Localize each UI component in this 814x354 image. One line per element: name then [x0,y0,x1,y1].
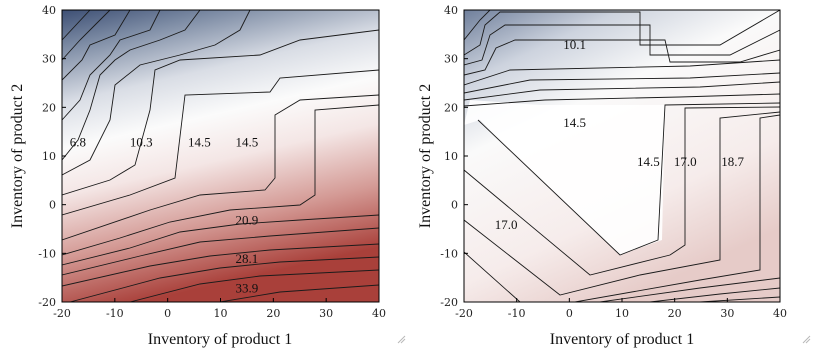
left-isoline-13 [62,243,379,287]
left-contour-labels: 6.8 10.3 14.5 14.5 20.9 28.1 33.9 [70,134,259,295]
left-y-tick-label: 30 [42,53,56,66]
right-isoline-14 [649,287,780,302]
right-isoline-1 [464,10,491,41]
right-y-tick-label: -20 [440,296,458,309]
right-isoline-9 [477,102,780,256]
left-isoline-7 [62,29,379,196]
left-contour-label: 14.5 [188,134,211,149]
left-resize-grip[interactable] [397,335,406,344]
left-isoline-15 [129,269,379,302]
left-isoline-11 [62,214,379,266]
left-ticks: -20 -10 0 10 20 30 40 -20 -10 0 10 20 30 40 [38,4,386,320]
right-isoline-13 [599,277,780,302]
left-isoline-2 [62,10,111,61]
right-isoline-11 [464,111,780,296]
left-y-tick-label: 40 [42,4,56,17]
right-plot: 10.1 14.5 14.5 17.0 18.7 17.0 -20 -10 0 10 20 30 40… [417,4,787,348]
left-contour-label: 6.8 [70,134,86,149]
left-y-tick-label: 0 [49,199,56,212]
left-isoline-3 [62,10,131,81]
left-y-axis-label: Inventory of product 2 [9,84,26,228]
left-contour-label: 33.9 [236,280,259,295]
right-y-axis-label: Inventory of product 2 [417,84,434,228]
left-x-tick-label: 20 [266,307,280,320]
right-y-tick-label: 20 [444,101,458,114]
right-isoline-10 [464,106,780,276]
right-x-tick-label: -10 [508,307,526,320]
left-contour-lines [62,10,379,302]
right-x-tick-label: 40 [773,307,787,320]
left-y-tick-label: 20 [42,101,56,114]
left-isoline-5 [62,10,201,161]
left-x-tick-label: 10 [214,307,228,320]
left-x-axis-label: Inventory of product 1 [148,331,292,348]
left-x-tick-label: 40 [372,307,386,320]
right-contour-labels: 10.1 14.5 14.5 17.0 18.7 17.0 [495,37,745,232]
left-y-tick-label: -10 [38,247,56,260]
left-isoline-8 [62,69,379,216]
left-x-tick-label: -10 [106,307,124,320]
right-contour-lines [464,10,780,302]
right-y-tick-label: 30 [444,53,458,66]
left-isoline-12 [62,227,379,276]
right-contour-label: 14.5 [637,154,660,169]
right-contour-label: 18.7 [721,154,744,169]
right-x-tick-label: 10 [615,307,629,320]
left-contour-label: 10.3 [130,134,153,149]
left-x-tick-label: 30 [319,307,333,320]
right-isoline-7 [464,81,780,101]
left-isoline-10 [62,104,379,256]
right-isoline-4 [464,39,780,76]
left-isoline-9 [62,94,379,241]
left-x-tick-label: 0 [164,307,171,320]
right-y-tick-label: 0 [451,199,458,212]
right-x-tick-label: 30 [720,307,734,320]
right-isoline-6 [464,72,780,94]
left-isoline-14 [69,256,379,302]
left-isoline-6 [62,10,251,176]
right-y-tick-label: 10 [444,150,458,163]
right-white-region [464,100,665,255]
right-contour-label: 14.5 [563,115,586,130]
right-contour-label: 10.1 [563,37,586,52]
right-y-tick-label: -10 [440,247,458,260]
right-isoline-12 [464,114,780,302]
right-contour-label: 17.0 [495,217,518,232]
right-y-tick-label: 40 [444,4,458,17]
right-x-tick-label: -20 [455,307,473,320]
right-contour-label: 17.0 [674,154,697,169]
right-x-tick-label: 20 [668,307,682,320]
left-contour-label: 28.1 [236,251,259,266]
right-x-axis-label: Inventory of product 1 [550,331,694,348]
right-isoline-2 [464,10,780,56]
left-x-tick-label: -20 [53,307,71,320]
right-isoline-5 [464,59,780,86]
right-resize-grip[interactable] [802,335,811,344]
right-isoline-3 [464,24,780,66]
left-y-tick-label: -20 [38,296,56,309]
left-contour-label: 20.9 [236,212,259,227]
right-x-tick-label: 0 [566,307,573,320]
left-isoline-16 [219,284,379,302]
left-isoline-1 [62,10,91,41]
right-isoline-15 [699,296,780,302]
left-plot: 6.8 10.3 14.5 14.5 20.9 28.1 33.9 -20 -10 0 10 20 3… [9,4,386,348]
right-ticks: -20 -10 0 10 20 30 40 -20 -10 0 10 20 30 40 [440,4,787,320]
left-contour-label: 14.5 [236,134,259,149]
left-y-tick-label: 10 [42,150,56,163]
left-isoline-4 [62,10,161,121]
left-plot-background [62,10,379,302]
right-isoline-8 [464,93,780,107]
